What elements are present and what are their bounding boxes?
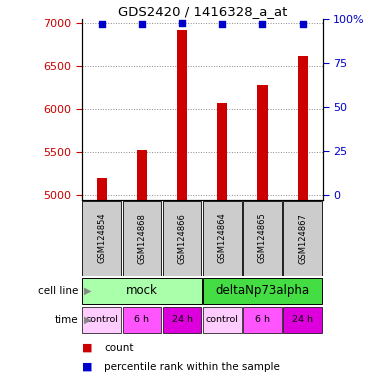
Text: time: time [54,314,78,325]
Text: ■: ■ [82,361,92,372]
Bar [163,307,201,333]
Text: GSM124868: GSM124868 [137,213,147,263]
Point [139,22,145,28]
Text: GSM124865: GSM124865 [258,213,267,263]
Bar [203,278,322,304]
Bar [298,56,308,200]
Text: 6 h: 6 h [134,314,150,324]
Point [179,20,185,26]
Text: GSM124866: GSM124866 [178,213,187,263]
Text: GSM124867: GSM124867 [298,213,307,263]
Text: ▶: ▶ [83,314,91,325]
Text: count: count [104,343,134,353]
Text: ■: ■ [82,343,92,353]
Text: GSM124864: GSM124864 [218,213,227,263]
Text: percentile rank within the sample: percentile rank within the sample [104,361,280,372]
Bar [177,30,187,200]
Bar [283,201,322,276]
Bar [122,201,161,276]
Text: 6 h: 6 h [255,314,270,324]
Text: cell line: cell line [37,286,78,296]
Text: control: control [85,314,118,324]
Bar [257,85,267,200]
Point [300,22,306,28]
Bar [217,103,227,200]
Text: 24 h: 24 h [292,314,313,324]
Point [260,22,266,28]
Title: GDS2420 / 1416328_a_at: GDS2420 / 1416328_a_at [118,5,287,18]
Bar [243,307,282,333]
Bar [122,307,161,333]
Bar [97,178,107,200]
Text: GSM124854: GSM124854 [97,213,106,263]
Bar [82,201,121,276]
Bar [82,307,121,333]
Bar [203,201,242,276]
Bar [203,307,242,333]
Bar [243,201,282,276]
Point [219,22,225,28]
Text: deltaNp73alpha: deltaNp73alpha [216,284,309,297]
Bar [137,150,147,200]
Text: mock: mock [126,284,158,297]
Bar [283,307,322,333]
Text: control: control [206,314,239,324]
Text: ▶: ▶ [83,286,91,296]
Bar [82,278,202,304]
Text: 24 h: 24 h [172,314,193,324]
Point [99,22,105,28]
Bar [163,201,201,276]
